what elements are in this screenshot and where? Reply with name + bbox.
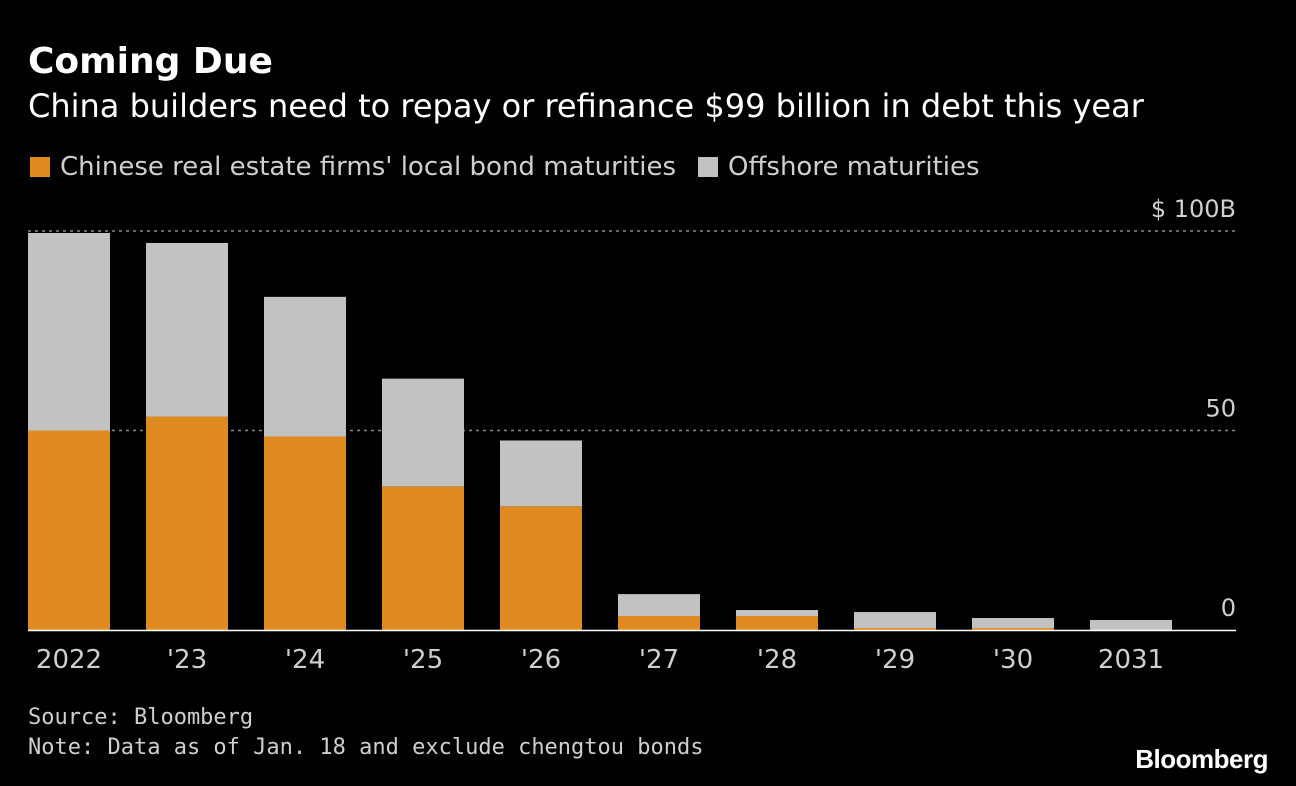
bar-offshore-9 bbox=[1090, 620, 1172, 630]
legend-item-offshore: Offshore maturities bbox=[698, 152, 980, 182]
x-tick-label-2: '24 bbox=[285, 645, 325, 675]
note-text: Note: Data as of Jan. 18 and exclude che… bbox=[28, 735, 704, 760]
bars bbox=[28, 232, 1172, 630]
bar-offshore-0 bbox=[28, 232, 110, 431]
bar-offshore-5 bbox=[618, 594, 700, 617]
x-tick-label-4: '26 bbox=[521, 645, 561, 675]
source-text: Source: Bloomberg bbox=[28, 705, 254, 730]
bar-offshore-6 bbox=[736, 610, 818, 617]
bar-local-2 bbox=[264, 436, 346, 630]
x-tick-label-3: '25 bbox=[403, 645, 443, 675]
y-tick-label-50: 50 bbox=[1205, 395, 1236, 423]
bar-offshore-2 bbox=[264, 296, 346, 437]
legend: Chinese real estate firms' local bond ma… bbox=[30, 150, 1002, 184]
legend-label-offshore: Offshore maturities bbox=[728, 152, 980, 182]
bar-local-1 bbox=[146, 416, 228, 630]
chart-title: Coming Due bbox=[28, 41, 273, 82]
y-tick-label-0: 0 bbox=[1221, 594, 1236, 622]
gridlines bbox=[28, 230, 1236, 432]
bar-local-3 bbox=[382, 486, 464, 630]
legend-swatch-offshore bbox=[698, 157, 719, 177]
bar-local-4 bbox=[500, 506, 582, 630]
axes: 0 50 $ 100B 2022 '23 '24 '25 '26 '27 '28 '29 '30 203… bbox=[28, 195, 1236, 675]
legend-label-local: Chinese real estate firms' local bond ma… bbox=[60, 152, 677, 182]
bloomberg-logo: Bloomberg bbox=[1135, 744, 1268, 774]
legend-item-local: Chinese real estate firms' local bond ma… bbox=[30, 152, 676, 182]
bar-local-7 bbox=[854, 628, 936, 630]
x-tick-label-5: '27 bbox=[639, 645, 679, 675]
bar-chart: 0 50 $ 100B 2022 '23 '24 '25 '26 '27 '28 '29 '30 203… bbox=[28, 195, 1236, 675]
legend-swatch-local bbox=[30, 157, 50, 177]
bar-offshore-4 bbox=[500, 440, 582, 507]
x-tick-label-9: 2031 bbox=[1098, 645, 1164, 675]
bar-local-0 bbox=[28, 430, 110, 630]
bar-local-8 bbox=[972, 628, 1054, 630]
bar-local-5 bbox=[618, 616, 700, 630]
x-tick-label-1: '23 bbox=[167, 645, 207, 675]
bar-offshore-7 bbox=[854, 612, 936, 629]
y-tick-label-100: $ 100B bbox=[1151, 195, 1236, 223]
bar-offshore-8 bbox=[972, 618, 1054, 629]
x-tick-label-7: '29 bbox=[875, 645, 915, 675]
bar-offshore-3 bbox=[382, 378, 464, 487]
chart-subtitle: China builders need to repay or refinanc… bbox=[28, 87, 1144, 125]
bar-offshore-1 bbox=[146, 242, 228, 417]
bar-local-6 bbox=[736, 616, 818, 630]
x-tick-label-6: '28 bbox=[757, 645, 797, 675]
x-tick-label-0: 2022 bbox=[36, 645, 102, 675]
x-tick-label-8: '30 bbox=[993, 645, 1033, 675]
